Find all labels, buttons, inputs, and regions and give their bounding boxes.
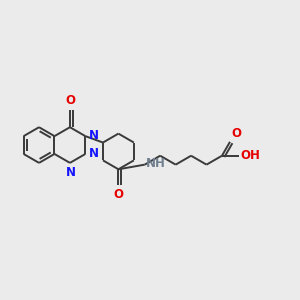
Text: O: O — [65, 94, 75, 107]
Text: NH: NH — [146, 157, 166, 170]
Text: O: O — [113, 188, 123, 201]
Text: OH: OH — [240, 149, 260, 162]
Text: O: O — [231, 127, 241, 140]
Text: N: N — [89, 129, 99, 142]
Text: N: N — [89, 147, 99, 160]
Text: N: N — [66, 166, 76, 179]
